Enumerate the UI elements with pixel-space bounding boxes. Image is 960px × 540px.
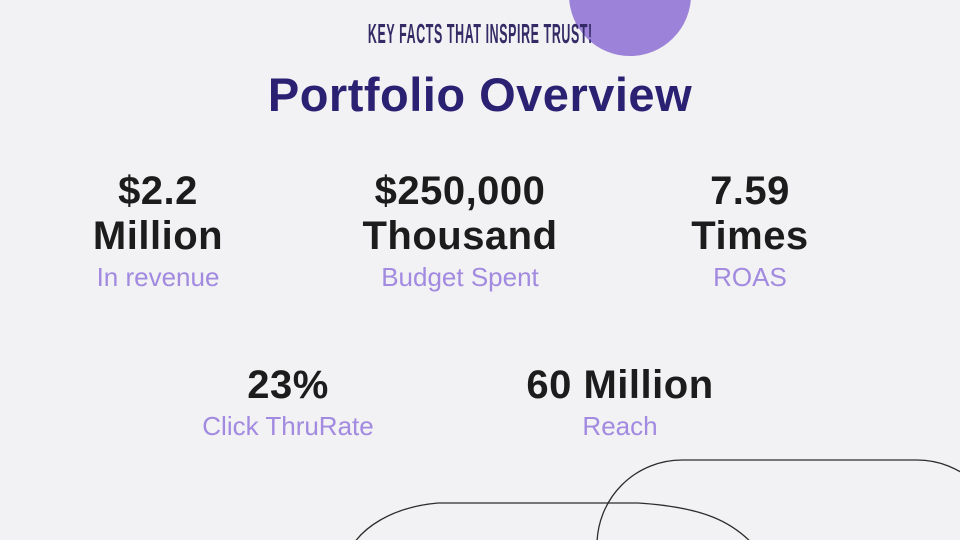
- stat-value-line1: $2.2: [118, 169, 198, 213]
- stat-label: Budget Spent: [381, 262, 539, 292]
- stat-roas: 7.59 Times ROAS: [570, 169, 930, 293]
- stat-value-line1: 7.59: [710, 169, 790, 213]
- stat-reach: 60 Million Reach: [440, 363, 800, 442]
- page-title: Portfolio Overview: [267, 68, 693, 121]
- stat-value-line2: Thousand: [362, 214, 558, 258]
- decorative-rounded-rect-lower: [355, 502, 750, 540]
- decorative-rounded-rect-upper: [596, 459, 960, 540]
- stat-value: $250,000 Thousand: [280, 169, 640, 259]
- stat-label: Reach: [582, 411, 658, 441]
- stat-label: In revenue: [96, 262, 220, 292]
- stat-value: 7.59 Times: [570, 169, 930, 259]
- kicker-text: Key facts that inspire trust!: [367, 19, 593, 50]
- stat-value-line2: Million: [92, 214, 224, 258]
- stat-label: ROAS: [713, 262, 787, 292]
- stat-value: $2.2 Million: [0, 169, 338, 259]
- stat-value-line1: $250,000: [374, 169, 546, 213]
- stat-budget-spent: $250,000 Thousand Budget Spent: [280, 169, 640, 293]
- kicker: Key facts that inspire trust!: [0, 20, 960, 50]
- stat-value: 23%: [247, 363, 329, 407]
- stat-value: 60 Million: [526, 363, 714, 407]
- stat-value-line2: Times: [691, 214, 809, 258]
- stat-label: Click ThruRate: [202, 411, 374, 441]
- stat-revenue: $2.2 Million In revenue: [0, 169, 338, 293]
- stat-click-thru-rate: 23% Click ThruRate: [108, 363, 468, 442]
